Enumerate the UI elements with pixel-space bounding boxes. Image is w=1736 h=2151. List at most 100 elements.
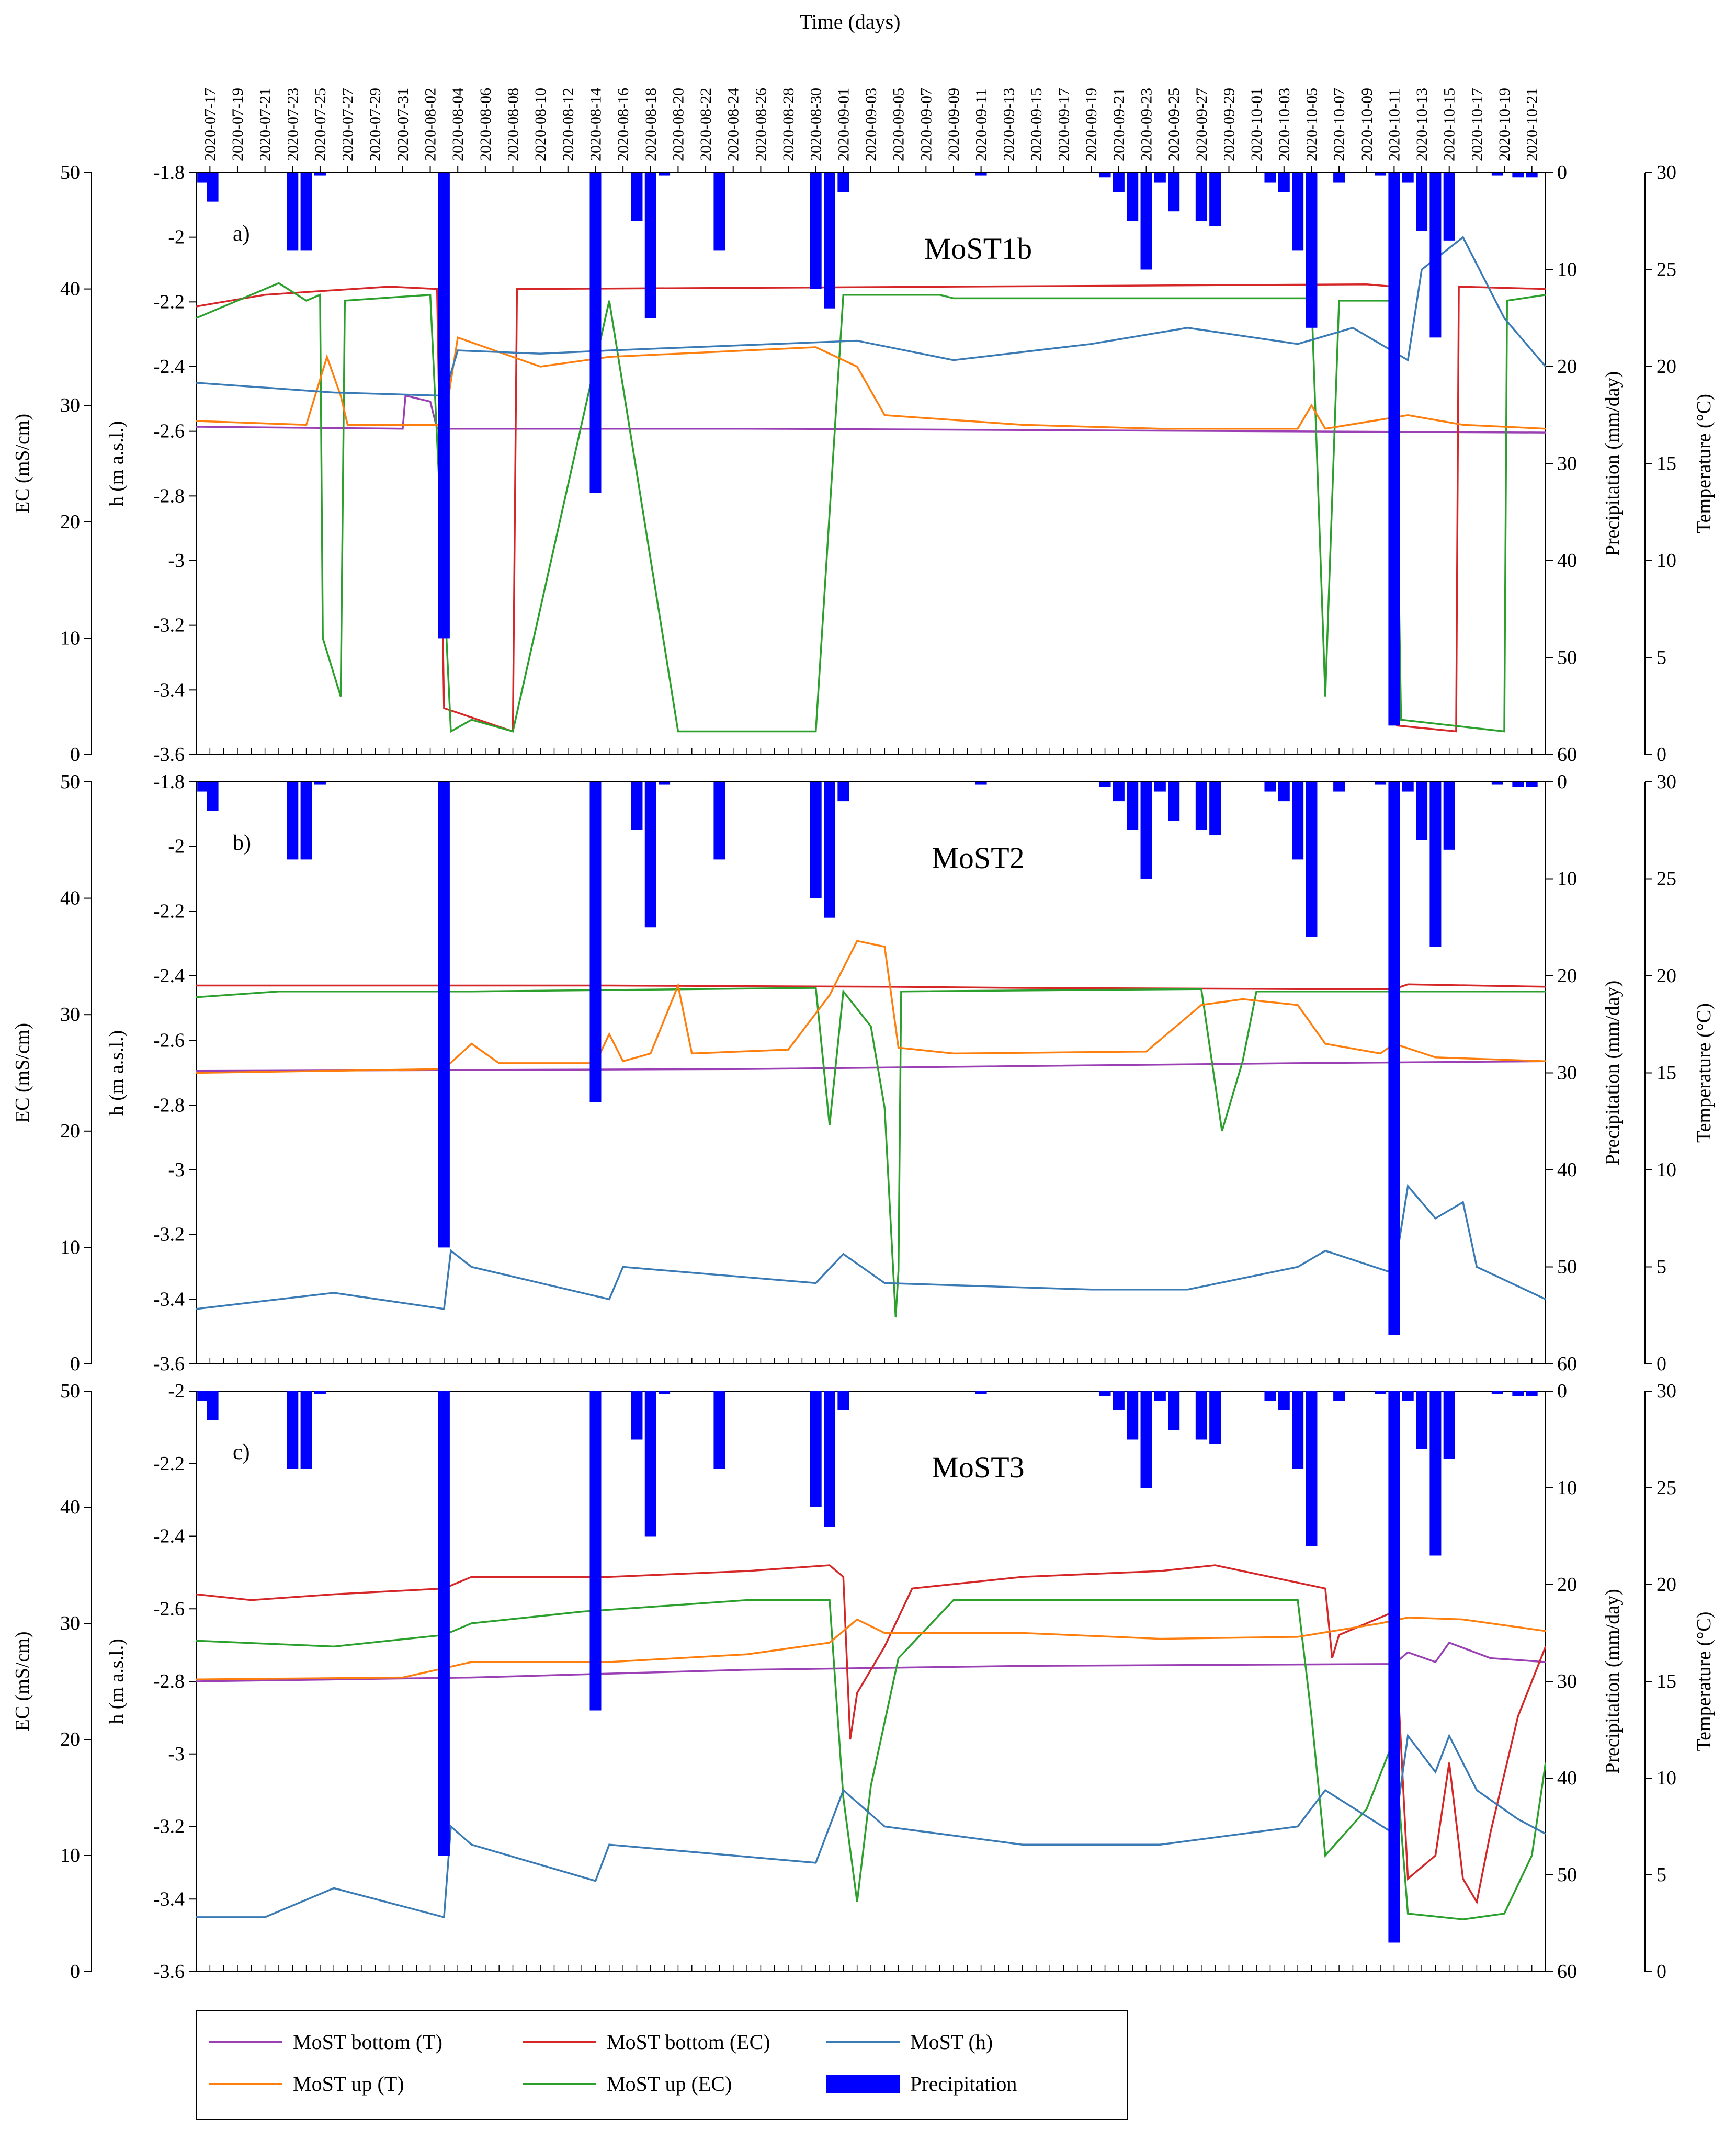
date-label: 2020-09-25 <box>1165 88 1183 161</box>
precip-tick-label: 30 <box>1557 453 1577 475</box>
precip-bar <box>1154 1391 1166 1401</box>
precip-bar <box>659 782 671 785</box>
date-label: 2020-08-04 <box>449 88 467 161</box>
date-label: 2020-08-02 <box>422 88 439 161</box>
precip-tick-label: 50 <box>1557 1256 1577 1278</box>
series-line-most-bottom-ec <box>196 283 1546 733</box>
ec-tick-label: 10 <box>60 1236 80 1258</box>
precip-bar <box>1416 173 1428 231</box>
date-label: 2020-09-13 <box>1000 88 1017 161</box>
ec-tick-label: 20 <box>60 511 80 533</box>
precip-bar <box>287 1391 299 1469</box>
precip-bar <box>1306 173 1318 328</box>
precip-tick-label: 10 <box>1557 1477 1577 1499</box>
precip-bar <box>824 782 836 918</box>
ec-tick-label: 50 <box>60 162 80 184</box>
date-label: 2020-10-05 <box>1303 88 1320 161</box>
precip-bar <box>1278 173 1290 192</box>
precip-bar <box>1127 1391 1139 1440</box>
panel-letter: b) <box>233 831 251 855</box>
legend-swatch-precip <box>826 2075 900 2093</box>
temp-tick-label: 25 <box>1656 1477 1676 1499</box>
precip-tick-label: 40 <box>1557 550 1577 572</box>
precip-bar <box>644 173 656 318</box>
precip-bar <box>1168 173 1180 212</box>
precip-bar <box>837 782 849 802</box>
date-label: 2020-08-14 <box>587 88 604 161</box>
precip-tick-label: 40 <box>1557 1767 1577 1789</box>
precip-bar <box>659 1391 671 1394</box>
station-label: MoST3 <box>932 1450 1024 1484</box>
precip-bar <box>975 1391 987 1394</box>
precip-bar <box>810 173 822 289</box>
plot-frame <box>196 172 1546 755</box>
precip-tick-label: 60 <box>1557 1961 1577 1983</box>
precip-tick-label: 60 <box>1557 1353 1577 1375</box>
precip-tick-label: 40 <box>1557 1159 1577 1181</box>
precip-bar <box>1140 782 1152 879</box>
date-label: 2020-07-25 <box>312 88 329 161</box>
precip-bar <box>1306 1391 1318 1546</box>
precip-bar <box>713 782 725 860</box>
date-label: 2020-09-15 <box>1028 88 1045 161</box>
ec-tick-label: 40 <box>60 887 80 909</box>
temp-tick-label: 15 <box>1656 453 1676 475</box>
temp-tick-label: 5 <box>1656 647 1666 669</box>
panel-letter: c) <box>233 1440 250 1464</box>
ec-tick-label: 30 <box>60 394 80 416</box>
h-tick-label: -3.2 <box>153 614 185 636</box>
precip-bar <box>1443 782 1455 850</box>
date-label: 2020-09-01 <box>835 88 852 161</box>
date-label: 2020-08-30 <box>808 88 825 161</box>
legend-label-up_T: MoST up (T) <box>293 2072 404 2096</box>
precip-bar <box>207 782 219 811</box>
ec-tick-label: 50 <box>60 1380 80 1402</box>
precip-bar <box>631 1391 643 1440</box>
precip-bar <box>1402 173 1414 183</box>
h-tick-label: -2.6 <box>153 1030 185 1052</box>
precip-bar <box>837 173 849 192</box>
h-tick-label: -3.4 <box>153 1888 185 1910</box>
precip-tick-label: 50 <box>1557 647 1577 669</box>
date-label: 2020-10-07 <box>1331 88 1348 161</box>
ec-tick-label: 40 <box>60 1496 80 1518</box>
temp-tick-label: 15 <box>1656 1670 1676 1692</box>
x-axis-title: Time (days) <box>800 10 901 33</box>
ec-tick-label: 30 <box>60 1004 80 1026</box>
precip-bar <box>1443 1391 1455 1459</box>
date-label: 2020-09-21 <box>1110 88 1128 161</box>
precip-bar <box>975 173 987 176</box>
date-label: 2020-07-27 <box>339 88 357 161</box>
precip-bar <box>1512 1391 1524 1396</box>
series-line-most-bottom-ec <box>196 1564 1546 1905</box>
legend-label-bottom_T: MoST bottom (T) <box>293 2030 442 2054</box>
precip-bar <box>314 782 326 785</box>
precip-bar <box>1388 782 1400 1335</box>
date-label: 2020-09-09 <box>945 88 962 161</box>
precip-bar <box>1113 173 1125 192</box>
date-label: 2020-07-23 <box>284 88 301 161</box>
precip-bar <box>1292 1391 1304 1469</box>
precip-bar <box>314 1391 326 1394</box>
series-line-most-h <box>196 1183 1546 1310</box>
precip-bar <box>1099 782 1111 787</box>
precip-bar <box>1168 782 1180 821</box>
date-label: 2020-07-29 <box>367 88 384 161</box>
temp-axis-title: Temperature (°C) <box>1693 1003 1715 1143</box>
precip-bar <box>1127 173 1139 221</box>
date-label: 2020-09-17 <box>1056 88 1073 161</box>
series-line-most-h <box>196 236 1546 397</box>
precip-bar <box>1113 1391 1125 1410</box>
legend-label-h: MoST (h) <box>910 2030 993 2054</box>
precip-bar <box>197 1391 209 1401</box>
precip-bar <box>1443 173 1455 241</box>
precip-bar <box>197 173 209 183</box>
temp-axis-title: Temperature (°C) <box>1693 394 1715 533</box>
date-label: 2020-08-08 <box>505 88 522 161</box>
h-tick-label: -3.6 <box>153 744 185 766</box>
date-label: 2020-09-29 <box>1220 88 1238 161</box>
